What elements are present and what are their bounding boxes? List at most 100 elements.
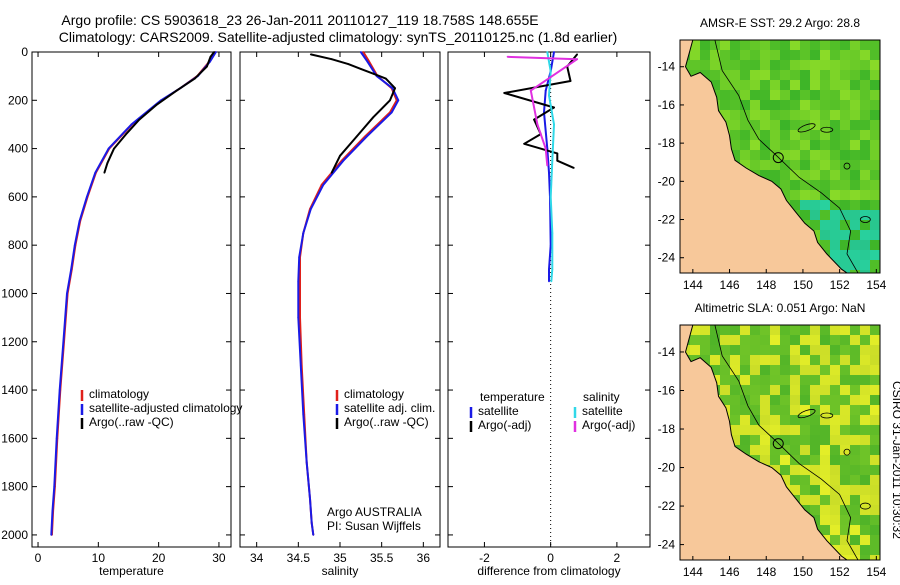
field-cell	[720, 345, 730, 355]
data-point	[548, 280, 550, 283]
field-cell	[820, 395, 830, 405]
field-cell	[800, 345, 810, 355]
field-cell	[790, 345, 800, 355]
field-cell	[850, 200, 860, 210]
field-cell	[870, 40, 880, 50]
field-cell	[740, 365, 750, 375]
panel-temperature: 0 10 20 30 0 200 400 600 800 1000 1200 1400 1600 1800…	[1, 45, 242, 578]
field-cell	[750, 120, 760, 130]
field-cell	[790, 110, 800, 120]
field-cell	[780, 150, 790, 160]
field-cell	[820, 355, 830, 365]
field-cell	[780, 140, 790, 150]
field-cell	[820, 210, 830, 220]
field-cell	[770, 170, 780, 180]
y-tick-label: -22	[658, 499, 676, 513]
field-cell	[830, 415, 840, 425]
field-cell	[750, 100, 760, 110]
field-cell	[780, 385, 790, 395]
data-point	[576, 58, 578, 61]
field-cell	[860, 465, 870, 475]
field-cell	[830, 70, 840, 80]
data-point	[312, 534, 315, 536]
field-cell	[830, 345, 840, 355]
field-cell	[860, 335, 870, 345]
legend-entry: Argo(..raw -QC)	[344, 415, 429, 429]
field-cell	[790, 325, 800, 335]
field-cell	[780, 160, 790, 170]
x-axis-label: temperature	[99, 564, 164, 578]
sst-map: AMSR-E SST: 29.2 Argo: 28.8 144 146 148 150 1…	[658, 16, 887, 292]
field-cell	[820, 335, 830, 345]
field-cell	[820, 525, 830, 535]
y-tick-label: 1800	[1, 480, 28, 494]
sla-map: Altimetric SLA: 0.051 Argo: NaN 144 146 148…	[658, 301, 887, 579]
x-tick-label: 152	[830, 278, 850, 292]
field-cell	[810, 160, 820, 170]
field-cell	[730, 405, 740, 415]
field-cell	[690, 40, 700, 50]
field-cell	[780, 415, 790, 425]
reef-outline	[820, 126, 834, 133]
field-cell	[730, 140, 740, 150]
y-tick-label: 800	[8, 238, 28, 252]
field-cell	[870, 110, 880, 120]
field-cell	[780, 455, 790, 465]
field-cell	[870, 415, 880, 425]
field-cell	[840, 365, 850, 375]
field-cell	[720, 110, 730, 120]
field-cell	[800, 415, 810, 425]
field-cell	[740, 405, 750, 415]
field-cell	[820, 385, 830, 395]
field-cell	[820, 405, 830, 415]
field-cell	[870, 60, 880, 70]
legend-entry: climatology	[344, 387, 404, 401]
field-cell	[760, 345, 770, 355]
field-cell	[800, 405, 810, 415]
field-cell	[840, 80, 850, 90]
field-cell	[840, 495, 850, 505]
field-cell	[820, 415, 830, 425]
field-cell	[790, 415, 800, 425]
field-cell	[870, 120, 880, 130]
field-cell	[840, 535, 850, 545]
data-point	[359, 68, 362, 70]
field-cell	[690, 50, 700, 60]
data-point	[302, 232, 305, 235]
series-line	[299, 51, 398, 536]
data-point	[215, 51, 217, 53]
profile-panels: 0 10 20 30020040060080010001200140016001800…	[1, 45, 651, 578]
field-cell	[840, 120, 850, 130]
field-cell	[760, 445, 770, 455]
field-cell	[810, 495, 820, 505]
field-cell	[730, 395, 740, 405]
field-cell	[810, 475, 820, 485]
field-cell	[810, 445, 820, 455]
field-cell	[860, 345, 870, 355]
field-cell	[870, 190, 880, 200]
data-point	[549, 70, 552, 73]
map-title: Altimetric SLA: 0.051 Argo: NaN	[695, 301, 866, 315]
figure-title-line2: Climatology: CARS2009. Satellite-adjuste…	[59, 29, 617, 45]
field-cell	[840, 455, 850, 465]
field-cell	[820, 445, 830, 455]
field-cell	[720, 50, 730, 60]
field-cell	[750, 70, 760, 80]
data-point	[389, 99, 391, 102]
field-cell	[840, 355, 850, 365]
field-cell	[730, 435, 740, 445]
field-cell	[760, 60, 770, 70]
field-cell	[750, 445, 760, 455]
field-cell	[720, 40, 730, 50]
data-point	[362, 51, 365, 53]
reef-outline	[843, 162, 851, 170]
field-cell	[850, 405, 860, 415]
field-cell	[780, 130, 790, 140]
field-cell	[740, 435, 750, 445]
data-point	[359, 51, 362, 53]
field-cell	[750, 50, 760, 60]
map-frame	[679, 39, 881, 274]
field-cell	[840, 515, 850, 525]
legend-entry: Argo(-adj)	[478, 418, 531, 432]
